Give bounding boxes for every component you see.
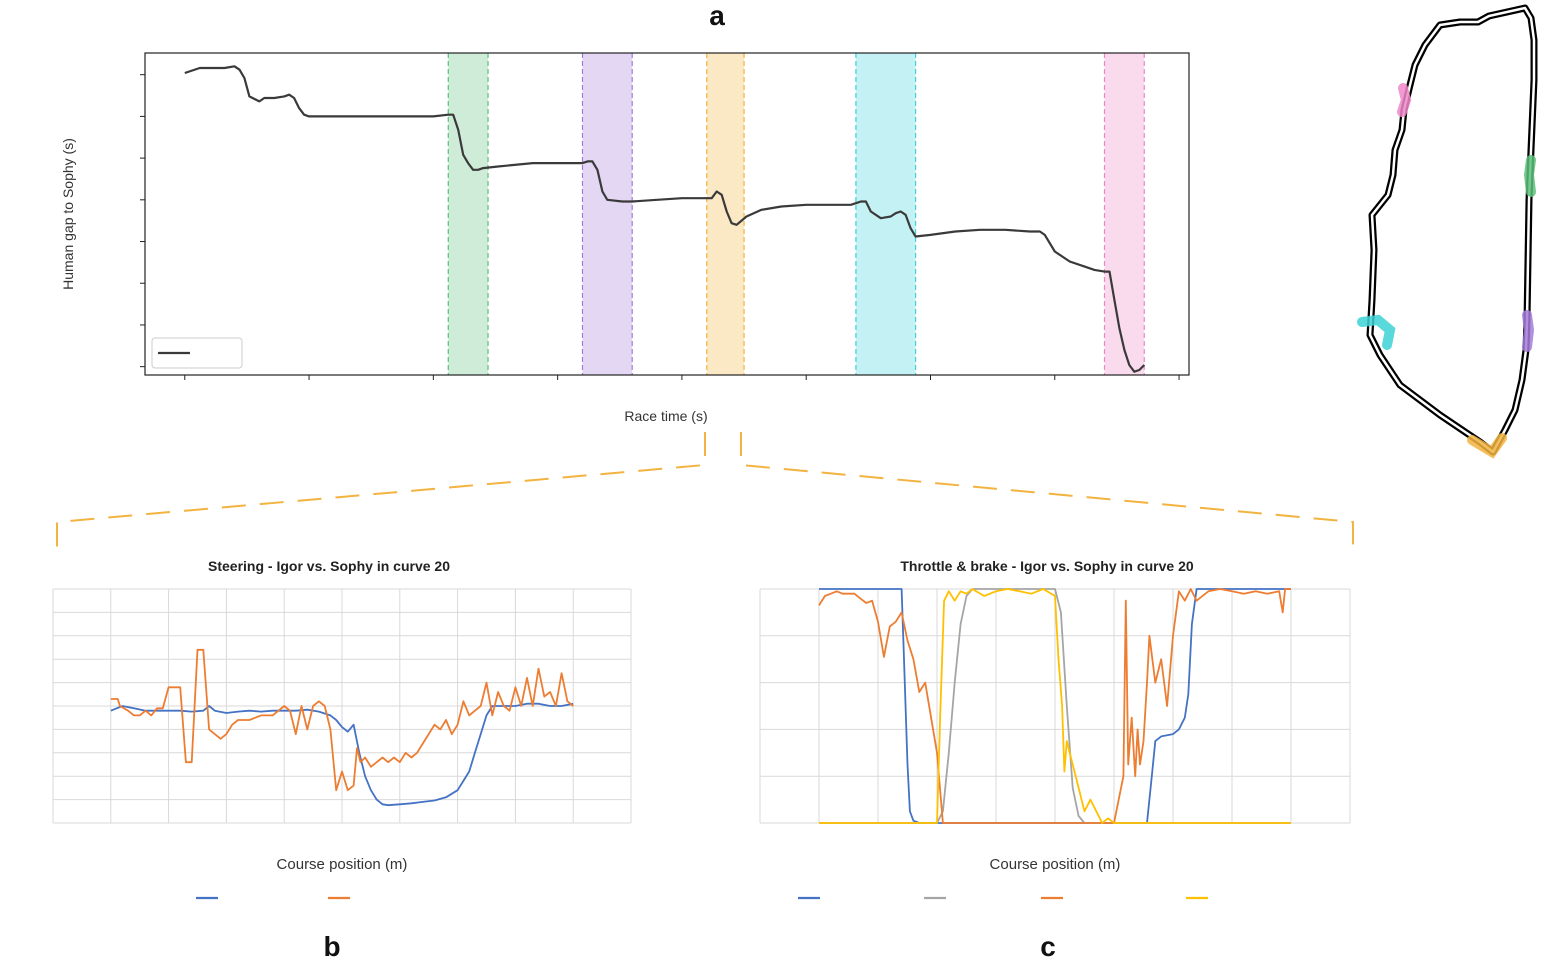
highlight-band (448, 53, 489, 375)
gap-chart: Race time (s) Human gap to Sophy (s) (60, 52, 1190, 424)
sophy-brake-line (819, 588, 1291, 824)
gap-chart-ylabel: Human gap to Sophy (s) (60, 138, 76, 290)
highlight-band (855, 53, 916, 375)
track-map (1357, 4, 1538, 459)
panel-label-a: a (709, 0, 725, 31)
track-centerline (1368, 6, 1536, 454)
igor-brake-line (819, 588, 1291, 824)
panel-label-b: b (323, 931, 340, 959)
highlight-band (1104, 53, 1145, 375)
throttle-brake-chart: Throttle & brake - Igor vs. Sophy in cur… (759, 558, 1351, 900)
sophy-throttle-line (818, 588, 1291, 824)
highlight-band (582, 53, 633, 375)
track-segment-purple (1522, 310, 1535, 352)
zoom-connector-right (740, 432, 1354, 548)
track-segment-cyan (1357, 314, 1396, 350)
igor-throttle-line (819, 588, 1291, 824)
throttle-brake-chart-title: Throttle & brake - Igor vs. Sophy in cur… (900, 558, 1194, 574)
track-segment-orange (1467, 433, 1507, 459)
zoom-connector (56, 432, 1354, 548)
track-segment-pink (1397, 83, 1412, 117)
steering-chart-title: Steering - Igor vs. Sophy in curve 20 (208, 558, 450, 574)
sophy-steering-line (110, 648, 574, 792)
gap-chart-xlabel: Race time (s) (624, 408, 707, 424)
track-outline (1366, 4, 1538, 456)
igor-steering-line (110, 702, 574, 807)
track-segment-green (1523, 155, 1536, 197)
panel-label-c: c (1040, 931, 1056, 959)
steering-chart-xlabel: Course position (m) (277, 856, 408, 873)
igor-gap-line (184, 65, 1146, 373)
highlight-band (706, 53, 745, 375)
gap-chart-frame (144, 52, 1190, 376)
throttle-brake-chart-xlabel: Course position (m) (990, 856, 1121, 873)
zoom-connector-left (56, 432, 706, 548)
legend-box (151, 337, 243, 369)
steering-chart: Steering - Igor vs. Sophy in curve 20 Co… (52, 558, 632, 900)
